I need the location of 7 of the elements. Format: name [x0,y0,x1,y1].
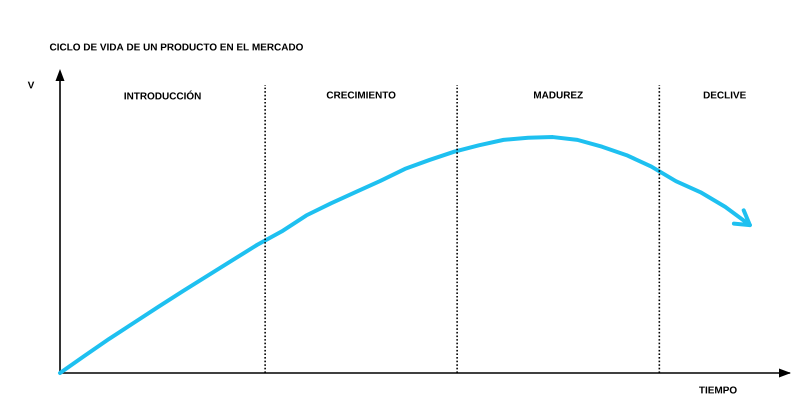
text: V [28,82,34,88]
text: INTRODUCCIÓN [124,90,201,100]
text: CRECIMIENTO [326,91,396,99]
text: DECLIVE [704,91,746,99]
text: MADUREZ [534,92,583,98]
chart-title: CICLO DE VIDA DE UN PRODUCTO EN EL MERCADO [50,43,303,51]
x-axis-title: TIEMPO [699,386,737,394]
